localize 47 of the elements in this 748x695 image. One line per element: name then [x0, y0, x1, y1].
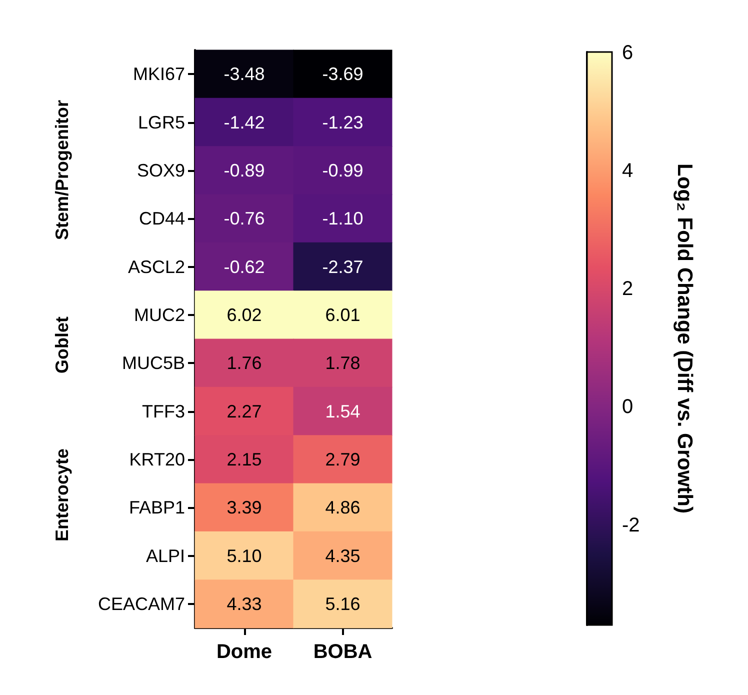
color-bar-label: 2	[622, 278, 634, 300]
data-label: 6.02	[226, 304, 262, 325]
data-label: -3.69	[322, 64, 364, 84]
color-bar-label: 0	[622, 396, 634, 418]
y-tick-label: LGR5	[138, 112, 185, 132]
data-label: -2.37	[322, 256, 364, 277]
data-label: 2.79	[325, 449, 360, 470]
color-bar-title: Log₂ Fold Change (Diff vs. Growth)	[673, 164, 696, 514]
data-label: 4.33	[226, 594, 262, 614]
data-label: 5.10	[226, 546, 262, 566]
y-tick-label: ALPI	[146, 546, 185, 566]
text: Stem/Progenitor	[52, 100, 72, 240]
data-label: 4.35	[325, 546, 360, 566]
data-label: 1.76	[226, 353, 262, 374]
y-tick-label: CEACAM7	[98, 594, 185, 614]
data-label: 5.16	[325, 594, 360, 614]
y-tick-label: MUC2	[134, 304, 185, 325]
data-label: 2.27	[226, 401, 262, 422]
x-tick-label: BOBA	[313, 641, 372, 663]
y-tick-label: SOX9	[136, 160, 185, 180]
data-label: 2.15	[226, 449, 262, 470]
data-label: -0.62	[224, 256, 265, 277]
y-tick-label: MKI67	[132, 64, 185, 84]
text: Goblet	[52, 316, 72, 374]
text: Enterocyte	[52, 448, 72, 542]
y-tick-label: CD44	[138, 208, 185, 229]
x-tick-label: Dome	[216, 641, 272, 663]
color-bar-label: -2	[622, 514, 640, 536]
data-label: 6.01	[325, 304, 360, 325]
data-label: 4.86	[325, 498, 360, 518]
color-bar-label: 4	[622, 160, 634, 182]
y-tick-label: MUC5B	[122, 353, 185, 374]
data-label: -0.99	[322, 160, 364, 180]
y-tick-label: FABP1	[128, 498, 185, 518]
data-label: -0.89	[224, 160, 265, 180]
data-label: -1.23	[322, 112, 364, 132]
y-tick-label: ASCL2	[128, 256, 185, 277]
y-tick-label: KRT20	[129, 449, 185, 470]
y-tick-label: TFF3	[142, 401, 185, 422]
data-label: 1.78	[325, 353, 360, 374]
data-label: 1.54	[325, 401, 360, 422]
data-label: 3.39	[226, 498, 262, 518]
color-bar-label: 6	[622, 42, 634, 64]
data-label: -3.48	[224, 64, 265, 84]
data-label: -0.76	[224, 208, 265, 229]
data-label: -1.10	[322, 208, 364, 229]
data-label: -1.42	[224, 112, 265, 132]
